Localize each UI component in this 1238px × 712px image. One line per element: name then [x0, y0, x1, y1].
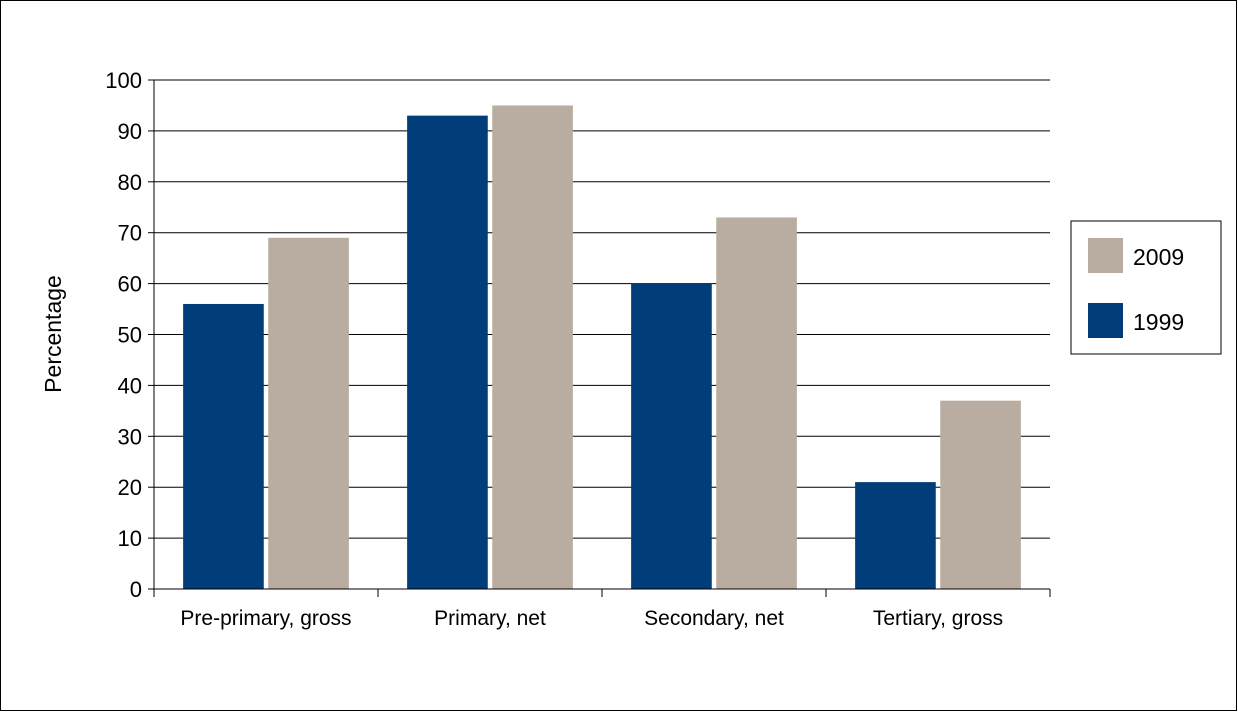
- y-tick-label-100: 100: [105, 68, 142, 93]
- y-tick-label-30: 30: [118, 424, 142, 449]
- y-axis-title: Percentage: [40, 275, 66, 393]
- x-tick-label-1: Primary, net: [434, 607, 546, 630]
- y-tick-label-80: 80: [118, 170, 142, 195]
- y-tick-label-90: 90: [118, 119, 142, 144]
- y-tick-label-70: 70: [118, 221, 142, 246]
- legend-swatch-1999: [1088, 303, 1123, 338]
- x-tick-label-3: Tertiary, gross: [873, 607, 1003, 630]
- y-tick-label-50: 50: [118, 323, 142, 348]
- x-tick-labels: Pre-primary, gross Primary, net Secondary,…: [180, 607, 1003, 630]
- bar-1999-3: [855, 482, 936, 589]
- y-tick-label-10: 10: [118, 526, 142, 551]
- bar-2009-2: [716, 217, 797, 589]
- legend: 2009 1999: [1070, 220, 1222, 355]
- y-tick-label-20: 20: [118, 475, 142, 500]
- legend-label-1999: 1999: [1133, 309, 1184, 335]
- x-tick-label-2: Secondary, net: [644, 607, 784, 630]
- x-tick-label-0: Pre-primary, gross: [180, 607, 351, 630]
- bar-1999-2: [631, 283, 712, 589]
- y-tick-label-0: 0: [130, 577, 142, 602]
- bar-2009-0: [268, 237, 349, 590]
- bar-1999-0: [183, 303, 264, 589]
- legend-swatch-2009: [1088, 238, 1123, 273]
- bar-2009-3: [940, 400, 1021, 589]
- legend-label-2009: 2009: [1133, 244, 1184, 270]
- y-tick-label-60: 60: [118, 272, 142, 297]
- y-tick-labels: 0 10 20 30 40 50 60 70 80 90 100: [105, 68, 142, 602]
- bar-1999-1: [407, 115, 488, 589]
- y-tick-label-40: 40: [118, 373, 142, 398]
- bars: [183, 105, 1021, 590]
- bar-2009-1: [492, 105, 573, 589]
- axes: [148, 79, 1051, 597]
